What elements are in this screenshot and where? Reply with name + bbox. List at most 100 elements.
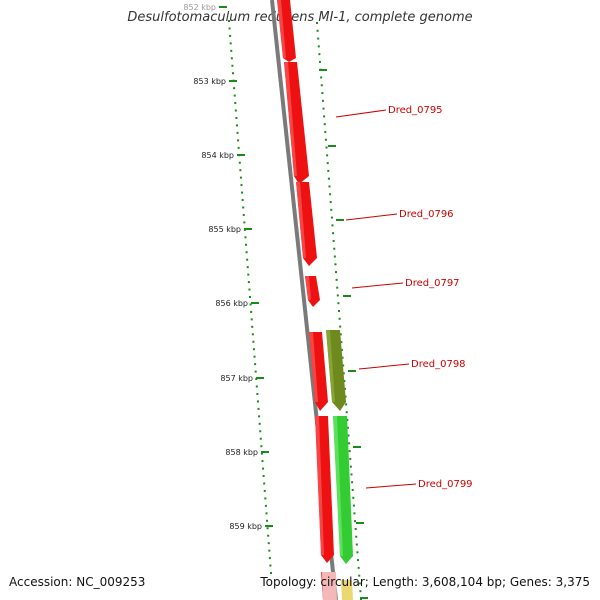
minor-tick: [320, 76, 323, 79]
minor-tick: [333, 255, 336, 258]
minor-tick: [250, 318, 253, 321]
minor-tick: [228, 20, 230, 22]
minor-tick: [258, 422, 261, 425]
minor-tick: [346, 426, 349, 429]
minor-tick: [316, 22, 318, 24]
minor-tick: [338, 317, 341, 320]
minor-tick: [249, 303, 252, 306]
major-tick: [256, 377, 264, 379]
minor-tick: [262, 475, 265, 478]
minor-tick: [269, 564, 272, 567]
minor-tick: [354, 527, 357, 530]
minor-tick: [354, 520, 357, 523]
minor-tick: [268, 557, 271, 560]
minor-tick: [343, 380, 346, 383]
minor-tick: [230, 49, 233, 52]
gene-feature-green[interactable]: [333, 416, 353, 564]
major-tick: [261, 451, 269, 453]
major-tick: [219, 6, 227, 8]
gene-feature-red[interactable]: [315, 416, 334, 563]
minor-tick: [235, 124, 238, 127]
minor-tick: [327, 169, 330, 172]
scale-major-ticks: 852 kbp 853 kbp 854 kbp 855 kbp 856 kbp 857 k…: [183, 3, 273, 531]
minor-tick: [251, 325, 254, 328]
minor-tick: [330, 208, 333, 211]
minor-tick: [359, 590, 362, 593]
gene-label-dred_0799[interactable]: Dred_0799: [365, 479, 473, 490]
minor-tick: [229, 34, 232, 37]
gene-feature-red[interactable]: [277, 0, 296, 62]
gene-label-dred_0795[interactable]: Dred_0795: [335, 105, 443, 118]
minor-tick: [345, 411, 348, 414]
minor-tick: [342, 364, 345, 367]
minor-tick: [353, 512, 356, 515]
minor-tick: [322, 107, 325, 110]
svg-text:Dred_0798: Dred_0798: [411, 359, 466, 370]
minor-tick: [327, 177, 330, 180]
outer-major-tick: [328, 145, 336, 147]
major-tick: [244, 228, 252, 230]
major-tick: [251, 302, 259, 304]
minor-tick: [236, 131, 239, 134]
minor-tick: [357, 559, 360, 562]
gene-feature-red[interactable]: [309, 332, 328, 411]
gene-label-dred_0796[interactable]: Dred_0796: [345, 209, 454, 221]
minor-tick: [329, 201, 332, 204]
minor-tick: [265, 512, 268, 515]
gene-label-dred_0798[interactable]: Dred_0798: [358, 359, 466, 370]
gene-features: [277, 0, 353, 600]
minor-tick: [255, 385, 258, 388]
minor-tick: [336, 286, 339, 289]
scale-tick-label: 852 kbp: [183, 3, 216, 12]
minor-tick: [239, 169, 242, 172]
minor-tick: [259, 437, 262, 440]
minor-tick: [321, 99, 324, 102]
minor-tick: [349, 457, 352, 460]
minor-tick: [329, 193, 332, 196]
gene-feature-red[interactable]: [296, 182, 317, 266]
minor-tick: [233, 94, 236, 97]
minor-tick: [357, 566, 360, 569]
gene-feature-red[interactable]: [305, 276, 320, 307]
minor-tick: [349, 465, 352, 468]
minor-tick: [350, 473, 353, 476]
minor-tick: [318, 60, 321, 63]
minor-tick: [317, 45, 320, 48]
minor-tick: [247, 281, 250, 284]
minor-tick: [264, 504, 267, 507]
minor-tick: [267, 534, 270, 537]
minor-tick: [342, 372, 345, 375]
minor-tick: [260, 445, 263, 448]
minor-tick: [234, 102, 237, 105]
gene-feature-red[interactable]: [284, 62, 309, 184]
minor-tick: [334, 263, 337, 266]
svg-text:Dred_0795: Dred_0795: [388, 105, 443, 116]
minor-tick: [330, 216, 333, 219]
scale-tick-label: 855 kbp: [208, 225, 241, 234]
outer-major-tick: [319, 69, 327, 71]
minor-tick: [240, 184, 243, 187]
outer-major-tick: [356, 522, 364, 524]
gene-feature-pink[interactable]: [322, 572, 337, 600]
minor-tick: [352, 496, 355, 499]
topology-stats-text: Topology: circular; Length: 3,608,104 bp…: [260, 575, 590, 589]
minor-tick: [356, 551, 359, 554]
minor-tick: [245, 251, 248, 254]
minor-tick: [228, 27, 231, 30]
minor-tick: [255, 378, 258, 381]
minor-tick: [358, 582, 361, 585]
gene-feature-yellow[interactable]: [341, 580, 353, 600]
minor-tick: [355, 543, 358, 546]
svg-text:Dred_0799: Dred_0799: [418, 479, 473, 490]
gene-feature-olive[interactable]: [326, 330, 346, 411]
minor-tick: [245, 243, 248, 246]
minor-tick: [339, 333, 342, 336]
minor-tick: [251, 333, 254, 336]
gene-label-dred_0797[interactable]: Dred_0797: [351, 278, 460, 289]
minor-tick: [244, 236, 247, 239]
minor-tick: [248, 288, 251, 291]
minor-tick: [348, 450, 351, 453]
scale-tick-label: 858 kbp: [225, 448, 258, 457]
minor-tick: [242, 213, 245, 216]
